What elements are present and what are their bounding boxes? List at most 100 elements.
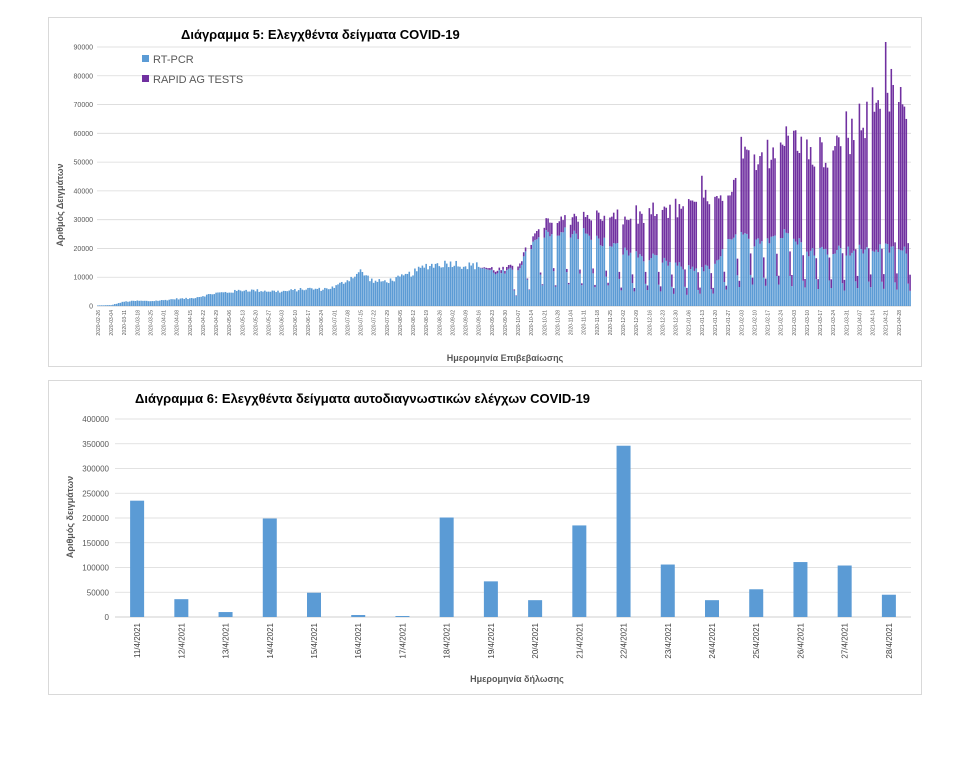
chart6-gridlines (115, 418, 911, 618)
bar-rapid (776, 253, 778, 277)
x-tick-label: 2020-12-23 (660, 310, 666, 336)
bar-rtpcr (114, 304, 116, 306)
bar-rapid (689, 200, 692, 270)
bar-rtpcr (586, 233, 589, 306)
bar-rtpcr (899, 250, 902, 306)
y-tick-label: 0 (89, 304, 93, 311)
bar-rapid (892, 84, 894, 247)
bar-rapid (879, 108, 881, 245)
bar-rapid (777, 275, 780, 285)
x-tick-label: 14/4/2021 (266, 622, 275, 658)
bar-rtpcr (524, 251, 527, 306)
bar-rtpcr (871, 250, 874, 306)
bar-rtpcr (149, 301, 152, 306)
x-tick-label: 2021-03-31 (844, 310, 850, 336)
x-tick-label: 2020-07-01 (332, 310, 338, 336)
bar-rtpcr (680, 266, 683, 306)
bar-rtpcr (447, 267, 450, 306)
x-tick-label: 17/4/2021 (398, 622, 407, 658)
bar-rapid (674, 198, 677, 263)
bar-rtpcr (569, 237, 572, 306)
bar-rapid (507, 265, 510, 269)
x-tick-label: 28/4/2021 (885, 622, 894, 658)
bar-rapid (828, 257, 831, 281)
bar-rtpcr (907, 283, 909, 306)
x-tick-label: 2021-01-27 (726, 310, 732, 336)
bar-rapid (899, 86, 902, 251)
x-tick-label: 2020-11-11 (582, 310, 588, 335)
bar-rtpcr (723, 281, 726, 306)
bar-rtpcr (297, 290, 300, 306)
bar-rapid (487, 268, 489, 270)
bar-rtpcr (517, 270, 519, 306)
x-tick-label: 2021-01-13 (700, 310, 706, 336)
bar-rtpcr (721, 249, 724, 306)
bar-rapid (560, 216, 562, 233)
bar-rapid (868, 248, 870, 282)
bar-selftest (262, 518, 277, 617)
bar-rtpcr (866, 247, 868, 306)
bar-rtpcr (494, 274, 497, 306)
x-tick-label: 2021-03-10 (805, 310, 811, 336)
bar-rtpcr (603, 237, 606, 306)
bar-rtpcr (841, 283, 844, 306)
bar-selftest (572, 525, 587, 617)
bar-rtpcr (631, 283, 634, 306)
bar-rapid (729, 195, 731, 240)
bar-rapid (869, 274, 872, 288)
bar-rtpcr (502, 269, 504, 306)
bar-rtpcr (121, 301, 124, 306)
bar-rtpcr (477, 266, 480, 306)
y-tick-label: 90000 (74, 45, 94, 52)
x-tick-label: 2020-11-04 (569, 310, 575, 335)
bar-selftest (307, 592, 321, 617)
x-tick-label: 12/4/2021 (177, 622, 186, 658)
bar-rtpcr (879, 244, 881, 306)
y-tick-label: 30000 (74, 217, 94, 224)
bar-rtpcr (695, 268, 698, 306)
x-tick-label: 2020-04-15 (188, 310, 194, 336)
x-tick-label: 2021-02-24 (779, 310, 785, 336)
bar-rtpcr (129, 301, 131, 306)
bar-rtpcr (335, 285, 337, 306)
bar-rtpcr (706, 265, 709, 306)
bar-rapid (716, 196, 718, 261)
bar-rtpcr (316, 288, 319, 306)
bar-selftest (439, 517, 454, 617)
bar-rapid (856, 275, 859, 289)
bar-rapid (558, 221, 561, 236)
bar-rtpcr (106, 305, 109, 306)
bar-rtpcr (686, 294, 688, 306)
bar-selftest (130, 500, 145, 617)
bar-rtpcr (616, 243, 619, 306)
x-tick-label: 2021-04-28 (897, 310, 903, 336)
bar-rtpcr (551, 234, 553, 306)
bar-rapid (579, 269, 581, 274)
bar-rtpcr (136, 300, 139, 306)
bar-rtpcr (406, 273, 409, 306)
chart5-title: Διάγραμμα 5: Ελεγχθέντα δείγματα COVID-1… (181, 27, 460, 42)
bar-rtpcr (337, 284, 339, 306)
bar-rtpcr (378, 279, 381, 306)
bar-rtpcr (125, 301, 127, 306)
bar-rtpcr (567, 284, 570, 306)
bar-rtpcr (275, 292, 277, 306)
bar-rapid (866, 101, 868, 248)
bar-rtpcr (436, 263, 439, 306)
bar-rtpcr (614, 243, 617, 306)
y-tick-label: 50000 (87, 588, 110, 597)
bar-rtpcr (779, 238, 782, 306)
bar-rtpcr (539, 274, 542, 306)
bar-rapid (721, 200, 724, 250)
y-tick-label: 80000 (74, 73, 94, 80)
bar-rtpcr (836, 250, 838, 306)
chart6-x-axis: 11/4/2021 12/4/2021 13/4/2021 14/4/2021 15/4… (133, 622, 894, 658)
bar-rtpcr (892, 246, 894, 306)
bar-rtpcr (714, 263, 716, 306)
bar-rapid (826, 167, 829, 255)
bar-rtpcr (215, 292, 217, 306)
bar-rtpcr (777, 284, 780, 306)
x-tick-label: 2020-07-15 (359, 310, 365, 336)
bar-rtpcr (322, 289, 324, 306)
bar-rtpcr (558, 235, 561, 306)
